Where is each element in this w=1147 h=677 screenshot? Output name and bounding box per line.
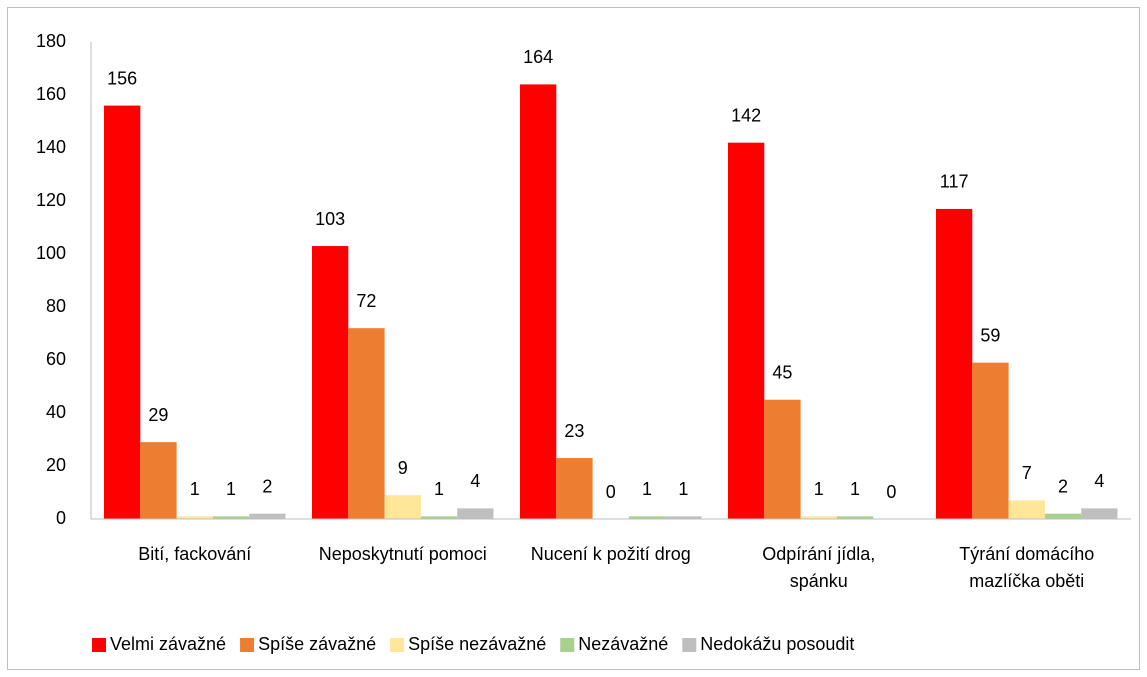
bar xyxy=(665,516,702,519)
data-label: 4 xyxy=(1094,471,1104,491)
y-tick-label: 40 xyxy=(46,402,66,422)
bar xyxy=(212,516,250,519)
bar xyxy=(1044,513,1082,519)
bar xyxy=(457,508,494,519)
data-label: 2 xyxy=(1058,476,1068,496)
y-tick-label: 180 xyxy=(36,31,66,51)
y-tick-label: 120 xyxy=(36,190,66,210)
bar xyxy=(936,208,973,519)
data-label: 4 xyxy=(470,471,480,491)
bar xyxy=(249,513,286,519)
legend-swatch xyxy=(682,638,697,652)
bar xyxy=(764,399,801,519)
data-label: 156 xyxy=(107,68,137,88)
data-label: 142 xyxy=(731,105,761,125)
legend-swatch xyxy=(560,638,575,652)
data-label: 117 xyxy=(940,172,969,192)
legend-label: Nezávažné xyxy=(578,634,668,654)
y-tick-label: 0 xyxy=(56,508,66,528)
data-label: 164 xyxy=(523,47,553,67)
bar xyxy=(1008,500,1045,519)
y-tick-label: 80 xyxy=(46,296,66,316)
legend-label: Nedokážu posoudit xyxy=(700,634,854,654)
bar xyxy=(1081,508,1118,519)
legend-swatch xyxy=(240,638,255,652)
bar xyxy=(176,516,213,519)
bar xyxy=(556,458,593,519)
x-tick-label: Odpírání jídla, spánku xyxy=(762,544,876,591)
bar xyxy=(104,105,141,519)
legend-label: Velmi závažné xyxy=(110,634,226,654)
y-tick-label: 140 xyxy=(36,137,66,157)
data-label: 23 xyxy=(564,421,584,441)
data-label: 59 xyxy=(980,325,1000,345)
bar xyxy=(836,516,874,519)
legend-label: Spíše závažné xyxy=(258,634,376,654)
y-tick-label: 160 xyxy=(36,84,66,104)
y-tick-label: 100 xyxy=(36,243,66,263)
chart-border xyxy=(7,7,1140,670)
data-label: 1 xyxy=(434,479,444,499)
bar xyxy=(628,516,666,519)
y-tick-label: 60 xyxy=(46,349,66,369)
bar xyxy=(420,516,458,519)
data-label: 0 xyxy=(886,482,896,502)
bar xyxy=(728,142,765,519)
legend-swatch xyxy=(92,638,106,652)
y-tick-label: 20 xyxy=(46,455,66,475)
data-label: 1 xyxy=(814,479,824,499)
bar xyxy=(520,84,557,520)
x-tick-label: Nucení k požití drog xyxy=(530,544,691,564)
data-label: 1 xyxy=(850,479,860,499)
data-label: 0 xyxy=(606,482,616,502)
data-label: 45 xyxy=(772,363,792,383)
bar xyxy=(800,516,837,519)
data-label: 1 xyxy=(226,479,236,499)
x-tick-label: Týrání domácího mazlíčka oběti xyxy=(959,544,1095,591)
data-label: 2 xyxy=(262,476,272,496)
bar xyxy=(348,328,385,519)
data-label: 9 xyxy=(398,458,408,478)
data-label: 72 xyxy=(356,291,376,311)
legend-label: Spíše nezávažné xyxy=(408,634,546,654)
x-tick-label: Bití, fackování xyxy=(138,544,252,564)
data-label: 1 xyxy=(678,479,688,499)
legend-swatch xyxy=(390,638,405,652)
bar xyxy=(972,362,1009,519)
bar xyxy=(140,442,177,519)
data-label: 1 xyxy=(642,479,652,499)
bar xyxy=(312,246,349,520)
data-label: 7 xyxy=(1022,463,1032,483)
x-tick-label: Neposkytnutí pomoci xyxy=(318,544,487,564)
data-label: 29 xyxy=(148,405,168,425)
bar xyxy=(384,495,421,519)
data-label: 1 xyxy=(190,479,200,499)
data-label: 103 xyxy=(315,209,345,229)
